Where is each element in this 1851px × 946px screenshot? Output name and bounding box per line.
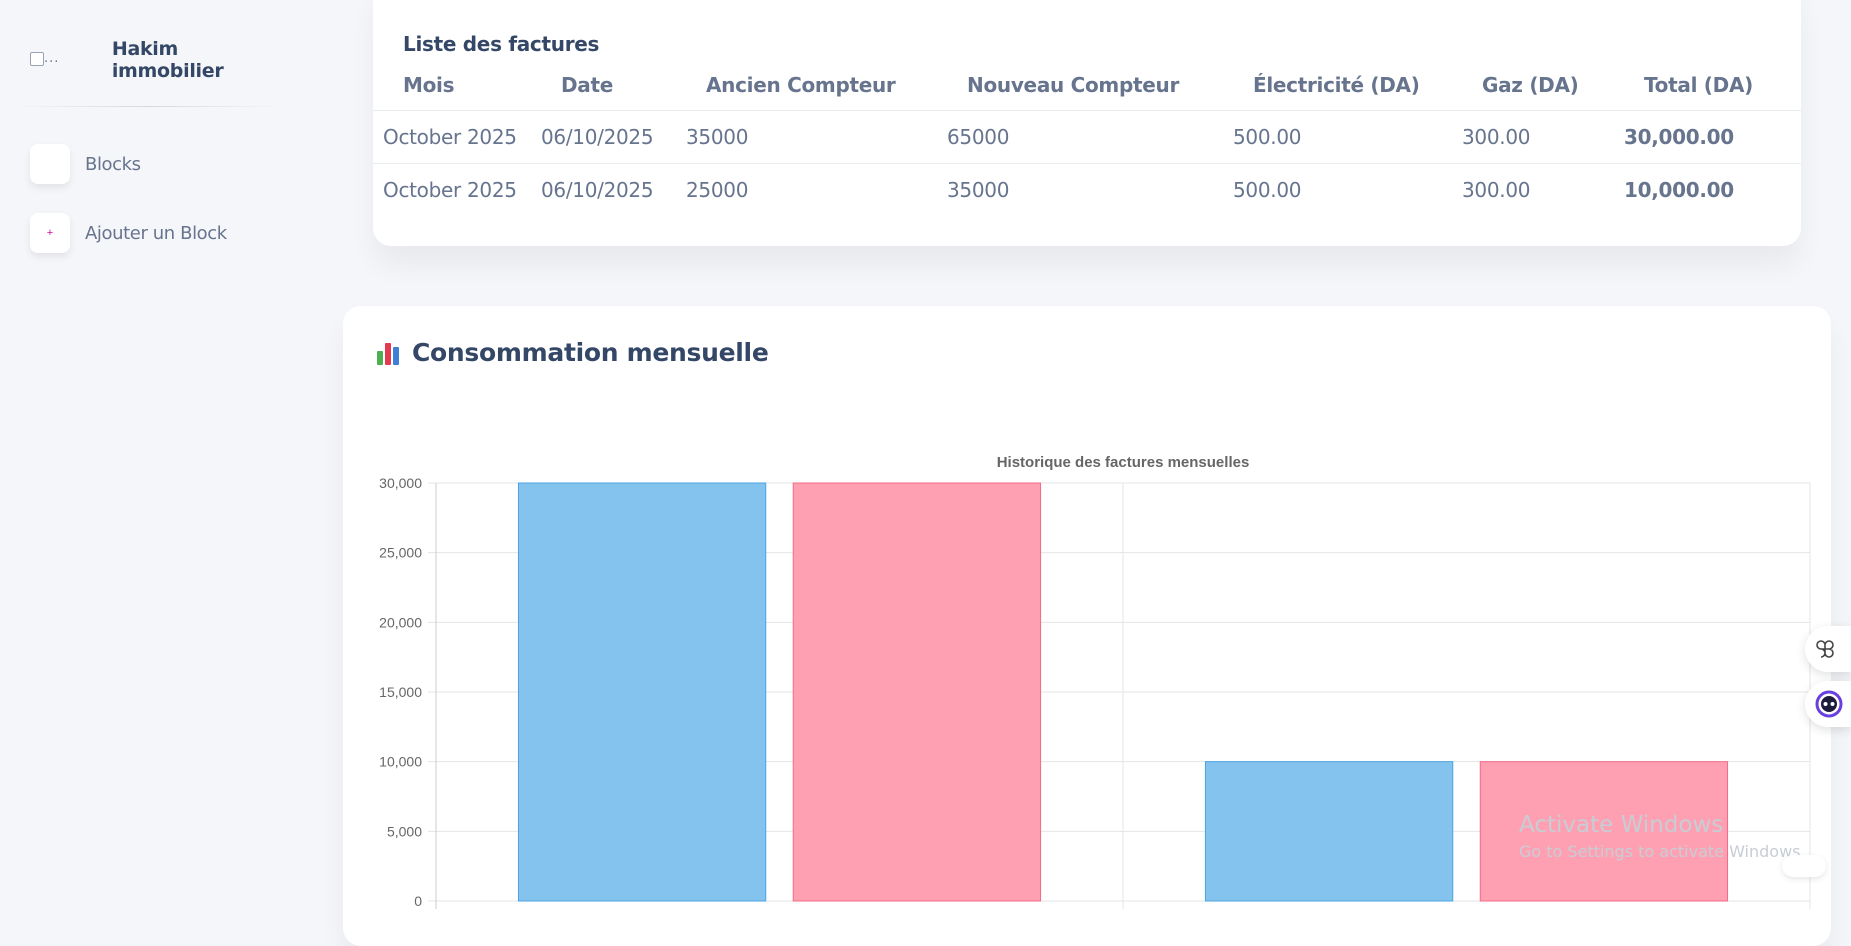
- sidebar-item-add-block[interactable]: + Ajouter un Block: [30, 213, 227, 253]
- invoice-table: Mois Date Ancien Compteur Nouveau Compte…: [373, 60, 1801, 216]
- shortcuts-widget-button[interactable]: [1805, 626, 1851, 672]
- sidebar-item-label: Blocks: [85, 153, 141, 175]
- y-tick-label: 0: [414, 893, 422, 909]
- y-tick-label: 25,000: [379, 545, 422, 561]
- sidebar: ... Hakim immobilier Blocks + Ajouter un…: [0, 0, 290, 911]
- cell-month: October 2025: [383, 177, 517, 202]
- y-tick-label: 20,000: [379, 614, 422, 630]
- bar-chart-icon: [376, 341, 402, 365]
- bar-series1-cat2: [1204, 761, 1454, 902]
- command-icon: [1816, 640, 1834, 658]
- column-header: Mois: [373, 60, 541, 111]
- y-tick-label: 10,000: [379, 754, 422, 770]
- invoice-list-title: Liste des factures: [403, 32, 600, 56]
- chart-section-title: Consommation mensuelle: [412, 338, 769, 367]
- y-tick-label: 15,000: [379, 684, 422, 700]
- brand[interactable]: ... Hakim immobilier: [30, 38, 290, 82]
- cell-new-meter: 65000: [947, 110, 1233, 164]
- y-tick-label: 5,000: [387, 823, 422, 839]
- column-header: Électricité (DA): [1233, 60, 1462, 111]
- column-header: Total (DA): [1624, 60, 1801, 111]
- sidebar-divider: [12, 106, 284, 107]
- y-tick-label: 30,000: [379, 475, 422, 491]
- cell-electricity: 500.00: [1233, 177, 1302, 202]
- assistant-face-icon: [1815, 690, 1843, 718]
- cell-gas: 300.00: [1462, 177, 1531, 202]
- column-header: Nouveau Compteur: [947, 60, 1233, 111]
- cell-old-meter: 25000: [686, 177, 749, 202]
- invoice-list-card: Liste des factures Mois Date Ancien Comp…: [373, 0, 1801, 246]
- cell-gas: 300.00: [1462, 110, 1624, 164]
- table-row: October 2025 06/10/2025 35000 65000 500.…: [373, 110, 1801, 164]
- logo-broken-image-icon: ...: [30, 50, 65, 70]
- cell-total: 30,000.00: [1624, 110, 1801, 164]
- cell-month: October 2025: [373, 110, 541, 164]
- blocks-icon: [30, 144, 70, 184]
- cell-old-meter: 35000: [686, 110, 947, 164]
- bar-series2-cat1: [792, 482, 1042, 902]
- column-header: Gaz (DA): [1462, 60, 1624, 111]
- cell-date: 06/10/2025: [541, 110, 686, 164]
- assistant-widget-button[interactable]: [1805, 681, 1851, 727]
- sidebar-item-label: Ajouter un Block: [85, 222, 227, 244]
- chart-heading: Consommation mensuelle: [376, 338, 769, 367]
- chart-title: Historique des factures mensuelles: [997, 454, 1250, 471]
- consumption-chart-card: Consommation mensuelle Historique des fa…: [343, 306, 1831, 946]
- column-header: Ancien Compteur: [686, 60, 947, 111]
- plus-icon: +: [30, 213, 70, 253]
- cell-new-meter: 35000: [947, 177, 1010, 202]
- cell-date: 06/10/2025: [541, 177, 654, 202]
- bar-series1-cat1: [517, 482, 767, 902]
- bar-chart: Historique des factures mensuelles 30,000…: [379, 454, 1811, 909]
- cell-total: 10,000.00: [1624, 177, 1734, 202]
- table-row: October 2025 06/10/2025 25000 35000 500.…: [373, 163, 1801, 216]
- bar-series2-cat2: [1479, 761, 1729, 902]
- cell-electricity: 500.00: [1233, 110, 1462, 164]
- scroll-pill-control[interactable]: [1782, 855, 1826, 877]
- sidebar-item-blocks[interactable]: Blocks: [30, 144, 141, 184]
- column-header: Date: [541, 60, 686, 111]
- table-header-row: Mois Date Ancien Compteur Nouveau Compte…: [373, 60, 1801, 111]
- brand-name: Hakim immobilier: [111, 38, 224, 82]
